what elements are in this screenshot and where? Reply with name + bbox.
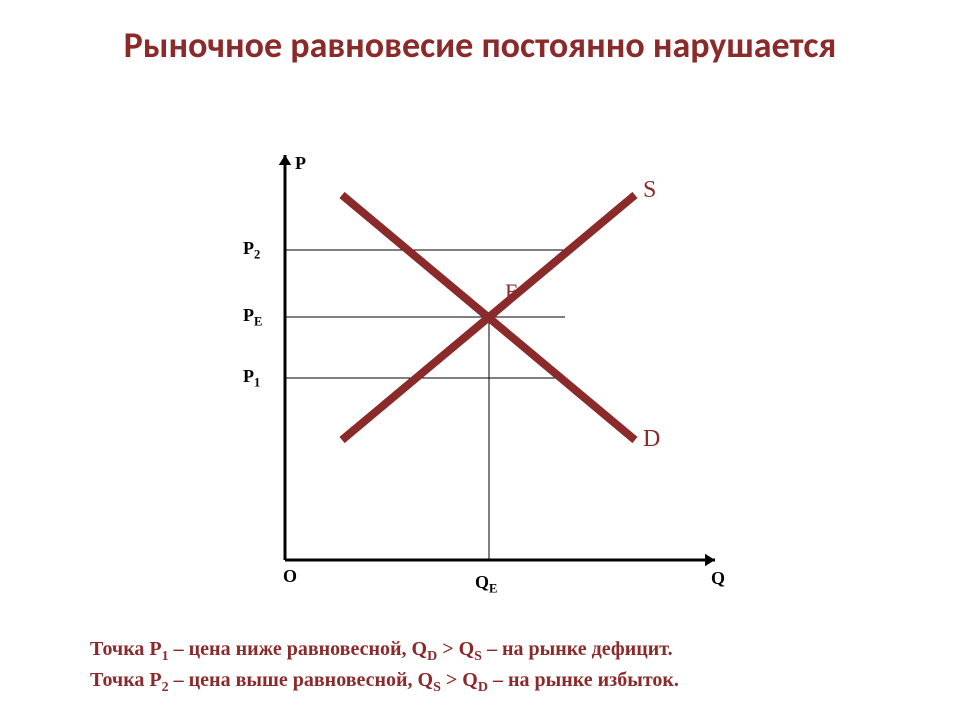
origin-label: O [283, 566, 297, 587]
equilibrium-diagram [0, 0, 960, 720]
y-axis-label: P [295, 153, 306, 174]
p2-label: P2 [243, 238, 260, 263]
caption-text: Точка P1 – цена ниже равновесной, QD > Q… [90, 636, 890, 698]
demand-label: D [643, 426, 660, 453]
pe-label: PE [243, 305, 262, 330]
equilibrium-point-label: E [505, 279, 518, 305]
p1-label: P1 [243, 366, 260, 391]
x-axis-label: Q [711, 568, 725, 589]
supply-label: S [643, 177, 656, 204]
qe-label: QE [475, 572, 497, 597]
